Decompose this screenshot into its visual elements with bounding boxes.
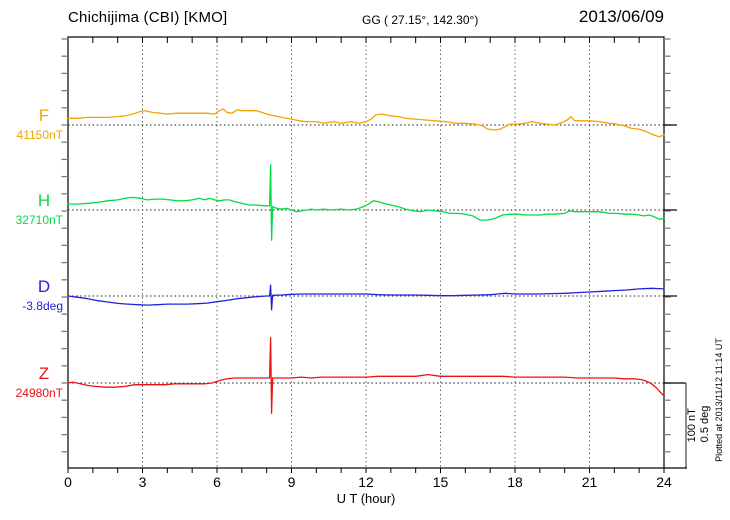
x-tick-label-12: 12 (358, 474, 374, 490)
trace-H (67, 163, 665, 241)
x-axis-title: U T (hour) (336, 491, 396, 506)
component-label-Z: Z (38, 364, 50, 383)
x-tick-label-0: 0 (64, 474, 72, 490)
trace-D (67, 284, 665, 311)
component-baseline-value-H: 32710nT (15, 213, 63, 227)
x-tick-label-24: 24 (656, 474, 672, 490)
component-label-D: D (37, 277, 51, 296)
scale-bar-deg-label: 0.5 deg (699, 405, 711, 443)
component-baseline-value-Z: 24980nT (15, 386, 63, 400)
x-tick-label-6: 6 (213, 474, 221, 490)
x-tick-label-21: 21 (581, 474, 598, 490)
trace-Z (67, 336, 665, 414)
scale-bar-nt-label: 100 nT (686, 408, 698, 443)
trace-F (67, 108, 665, 138)
gg-coordinates: GG ( 27.15°, 142.30°) (362, 13, 479, 27)
x-tick-label-9: 9 (287, 474, 296, 490)
component-label-F: F (38, 106, 50, 125)
component-baseline-value-F: 41150nT (16, 128, 63, 142)
plotted-timestamp: Plotted at 2013/11/12 11:14 UT (714, 338, 724, 462)
x-tick-label-3: 3 (138, 474, 147, 490)
x-tick-label-15: 15 (432, 474, 449, 490)
station-title: Chichijima (CBI) [KMO] (68, 9, 228, 26)
scale-bar-labels: 100 nT 0.5 deg (686, 406, 712, 443)
component-label-H: H (37, 191, 51, 210)
x-tick-label-18: 18 (507, 474, 523, 490)
plot-date: 2013/06/09 (578, 7, 664, 26)
component-baseline-value-D: -3.8deg (22, 299, 63, 313)
